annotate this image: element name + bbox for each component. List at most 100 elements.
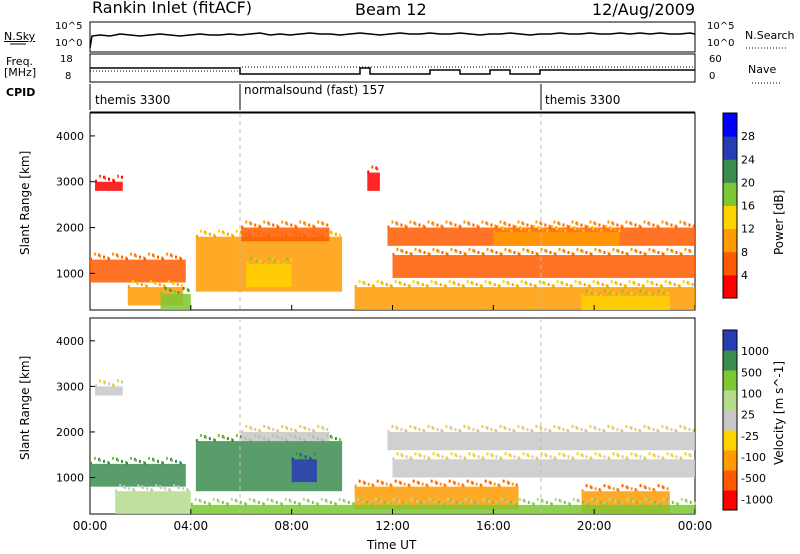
power-speckle xyxy=(635,294,638,298)
velocity-speckle xyxy=(639,484,642,488)
velocity-speckle xyxy=(631,499,634,503)
power-speckle xyxy=(567,251,570,255)
velocity-speckle xyxy=(684,452,687,456)
velocity-speckle xyxy=(428,457,431,461)
power-speckle xyxy=(295,225,298,229)
power-speckle xyxy=(551,225,554,229)
power-ylabel: Slant Range [km] xyxy=(18,150,32,255)
power-ytick-label: 4000 xyxy=(56,130,84,143)
power-speckle xyxy=(556,280,559,284)
power-speckle xyxy=(500,253,503,257)
power-speckle xyxy=(520,280,523,284)
power-speckle xyxy=(466,280,469,284)
velocity-speckle xyxy=(376,479,379,483)
velocity-speckle xyxy=(603,429,606,433)
velocity-speckle xyxy=(169,489,172,493)
power-speckle xyxy=(616,223,619,227)
velocity-speckle xyxy=(453,481,456,485)
power-speckle xyxy=(268,222,271,226)
power-speckle xyxy=(538,280,541,284)
velocity-speckle xyxy=(662,457,665,461)
power-colorbar-tick: 24 xyxy=(741,153,755,166)
velocity-region-10 xyxy=(190,504,696,514)
velocity-speckle xyxy=(235,434,238,438)
velocity-speckle xyxy=(689,500,692,504)
velocity-speckle xyxy=(518,497,521,501)
power-speckle xyxy=(601,283,604,287)
velocity-speckle xyxy=(662,486,665,490)
power-speckle xyxy=(653,294,656,298)
power-speckle xyxy=(581,294,584,298)
velocity-region-1 xyxy=(115,491,191,514)
power-speckle xyxy=(639,251,642,255)
velocity-speckle xyxy=(644,497,647,501)
power-speckle xyxy=(666,292,669,296)
power-speckle xyxy=(502,280,505,284)
power-speckle xyxy=(145,285,148,289)
power-speckle xyxy=(108,257,110,261)
power-speckle xyxy=(617,294,620,298)
velocity-speckle xyxy=(263,424,266,428)
velocity-colorbar-label: Velocity [m s^-1] xyxy=(772,360,786,465)
nave-tick-high: 60 xyxy=(709,54,722,65)
power-speckle xyxy=(149,280,152,284)
velocity-speckle xyxy=(630,452,633,456)
power-speckle xyxy=(626,291,629,295)
velocity-speckle xyxy=(430,479,433,483)
power-speckle xyxy=(423,225,426,229)
velocity-speckle xyxy=(455,454,458,458)
velocity-speckle xyxy=(308,427,311,431)
velocity-speckle xyxy=(436,427,439,431)
velocity-speckle xyxy=(559,499,562,503)
velocity-speckle xyxy=(272,427,275,431)
velocity-speckle xyxy=(635,454,638,458)
velocity-speckle xyxy=(135,458,137,462)
velocity-colorbar-segment xyxy=(723,490,737,511)
velocity-speckle xyxy=(496,502,499,506)
velocity-speckle xyxy=(347,500,350,504)
nsearch-tick-low: 10^0 xyxy=(707,38,735,49)
beam-label: Beam 12 xyxy=(355,0,427,19)
power-speckle xyxy=(655,283,658,287)
velocity-colorbar-segment xyxy=(723,430,737,451)
power-region-0 xyxy=(90,259,186,283)
velocity-speckle xyxy=(603,455,606,459)
freq-trace xyxy=(90,67,695,75)
power-speckle xyxy=(169,288,172,292)
power-speckle xyxy=(594,292,597,296)
velocity-speckle xyxy=(639,429,642,433)
velocity-speckle xyxy=(482,457,485,461)
power-speckle xyxy=(163,285,166,289)
velocity-speckle xyxy=(254,427,257,431)
velocity-speckle xyxy=(466,479,469,483)
power-speckle xyxy=(509,250,512,254)
velocity-speckle xyxy=(621,429,624,433)
velocity-speckle xyxy=(203,500,206,504)
velocity-speckle xyxy=(513,455,516,459)
power-speckle xyxy=(455,250,458,254)
velocity-speckle xyxy=(361,499,364,503)
xtick-label: 16:00 xyxy=(476,519,511,533)
velocity-speckle xyxy=(571,424,574,428)
power-speckle xyxy=(590,253,593,257)
velocity-speckle xyxy=(540,426,543,430)
velocity-speckle xyxy=(230,497,233,501)
power-speckle xyxy=(117,174,120,178)
power-speckle xyxy=(435,282,438,286)
velocity-speckle xyxy=(482,497,485,501)
power-speckle xyxy=(643,220,646,224)
date-label: 12/Aug/2009 xyxy=(592,0,696,19)
power-speckle xyxy=(226,232,229,236)
velocity-speckle xyxy=(392,497,395,501)
velocity-speckle xyxy=(259,429,262,433)
velocity-speckle xyxy=(581,500,584,504)
velocity-speckle xyxy=(527,500,530,504)
power-speckle xyxy=(527,250,530,254)
power-speckle xyxy=(272,223,275,227)
velocity-colorbar-segment xyxy=(723,330,737,351)
power-speckle xyxy=(104,176,107,180)
power-speckle xyxy=(171,254,173,258)
velocity-speckle xyxy=(151,489,154,493)
velocity-colorbar-segment xyxy=(723,470,737,491)
power-speckle xyxy=(603,289,606,293)
